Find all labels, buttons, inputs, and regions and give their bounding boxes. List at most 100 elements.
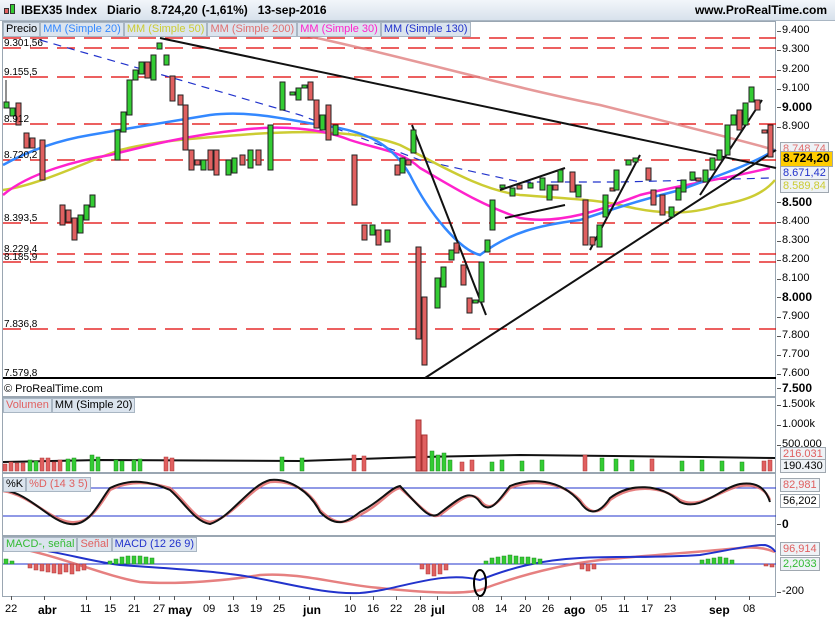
x-tick-mark [420, 596, 421, 600]
x-tick-mark [256, 596, 257, 600]
y-tick: 7.800 [777, 329, 810, 341]
y-tick: 0 [777, 517, 789, 531]
level-label: 8.393,5 [4, 213, 38, 224]
x-tick-label: 14 [495, 603, 508, 615]
date: 13-sep-2016 [257, 3, 327, 17]
period: Diario [107, 3, 142, 17]
x-tick-mark [670, 596, 671, 600]
x-tick-label: 13 [227, 603, 240, 615]
x-tick-label: 15 [104, 603, 117, 615]
stoch-d-value: 82,981 [780, 478, 820, 492]
macd-signal-value: 96,914 [780, 542, 820, 556]
x-tick-mark [11, 596, 12, 600]
change-pct: (-1,61%) [201, 3, 248, 17]
x-tick-mark [159, 596, 160, 600]
x-tick-mark [110, 596, 111, 600]
volume-panel[interactable] [2, 397, 776, 473]
y-tick: 8.200 [777, 253, 810, 265]
x-tick-label: 27 [153, 603, 166, 615]
volume-sma-value: 190.430 [780, 459, 826, 473]
y-tick: 8.400 [777, 215, 810, 227]
y-tick: 7.700 [777, 348, 810, 360]
y-tick: 8.000 [776, 290, 813, 304]
legend-sma50: MM (Simple 50) [123, 22, 208, 37]
x-tick-mark [525, 596, 526, 600]
x-tick-mark [350, 596, 351, 600]
sma50-value: 8.589,84 [780, 179, 829, 193]
x-tick-label: abr [38, 603, 57, 617]
level-label: 8.229,4 [4, 244, 38, 255]
x-tick-mark [501, 596, 502, 600]
y-tick: 7.500 [776, 381, 813, 395]
x-tick-label: 19 [250, 603, 263, 615]
x-tick-label: may [168, 603, 193, 617]
x-tick-label: 28 [414, 603, 427, 615]
sma130-value: 8.671,42 [780, 166, 829, 180]
x-tick-label: 08 [472, 603, 485, 615]
chart-title-bar: IBEX35 Index Diario 8.724,20 (-1,61%) 13… [0, 0, 835, 21]
x-tick-label: jul [431, 603, 445, 617]
level-label: 7.836,8 [4, 319, 38, 330]
legend-macd-hist: MACD-, señal [3, 537, 78, 552]
macd-legend: MACD-, señal Señal MACD (12 26 9) [3, 537, 198, 552]
x-tick-mark [134, 596, 135, 600]
x-tick-mark [279, 596, 280, 600]
y-tick: 1.500k [776, 398, 816, 410]
x-tick-label: 17 [641, 603, 654, 615]
x-tick-label: 10 [344, 603, 357, 615]
stochastic-legend: %K %D (14 3 5) [3, 477, 91, 492]
x-tick-label: 09 [203, 603, 216, 615]
x-tick-label: sep [709, 603, 730, 617]
y-tick: 7.600 [777, 367, 810, 379]
macd-hist-value: 2,2033 [780, 557, 820, 571]
x-tick-mark [478, 596, 479, 600]
x-tick-mark [373, 596, 374, 600]
x-tick-label: ago [564, 603, 586, 617]
x-tick-mark [174, 596, 175, 600]
stochastic-panel[interactable] [2, 473, 776, 536]
legend-volume-sma: MM (Simple 20) [51, 398, 136, 413]
x-tick-label: jun [303, 603, 321, 617]
x-tick-mark [749, 596, 750, 600]
legend-macd: MACD (12 26 9) [111, 537, 198, 552]
y-tick: 9.200 [777, 63, 810, 75]
legend-d: %D (14 3 5) [26, 477, 91, 492]
level-label: 9.155,5 [4, 67, 38, 78]
x-tick-mark [209, 596, 210, 600]
level-label: 8.185,9 [4, 252, 38, 263]
y-tick: 8.300 [777, 234, 810, 246]
price-panel[interactable] [2, 21, 776, 397]
y-tick: 9.000 [776, 100, 813, 114]
x-tick-label: 08 [743, 603, 756, 615]
macd-panel[interactable] [2, 536, 776, 597]
support-resistance-lines [3, 37, 776, 330]
site-link[interactable]: www.ProRealTime.com [694, 3, 827, 17]
legend-sma200: MM (Simple 200) [207, 22, 298, 37]
candlestick-icon [3, 3, 17, 17]
x-tick-mark [396, 596, 397, 600]
y-tick: 1.000k [776, 418, 816, 430]
x-tick-mark [548, 596, 549, 600]
x-tick-label: 23 [664, 603, 677, 615]
price-legend: Precio MM (Simple 20) MM (Simple 50) MM … [3, 22, 471, 37]
y-tick: -200 [776, 585, 805, 597]
x-tick-mark [647, 596, 648, 600]
y-tick: 8.100 [777, 272, 810, 284]
volume-legend: Volumen MM (Simple 20) [3, 398, 136, 413]
copyright: © ProRealTime.com [4, 383, 103, 395]
x-tick-mark [715, 596, 716, 600]
x-tick-mark [601, 596, 602, 600]
x-tick-label: 11 [618, 603, 630, 615]
y-tick: 8.500 [776, 195, 813, 209]
x-tick-mark [44, 596, 45, 600]
y-tick: 8.900 [777, 120, 810, 132]
y-tick: 9.300 [777, 43, 810, 55]
y-tick: 9.400 [777, 24, 810, 36]
x-tick-mark [570, 596, 571, 600]
legend-price: Precio [3, 22, 41, 37]
x-tick-label: 20 [519, 603, 532, 615]
x-tick-mark [86, 596, 87, 600]
x-tick-label: 16 [367, 603, 380, 615]
x-tick-mark [309, 596, 310, 600]
